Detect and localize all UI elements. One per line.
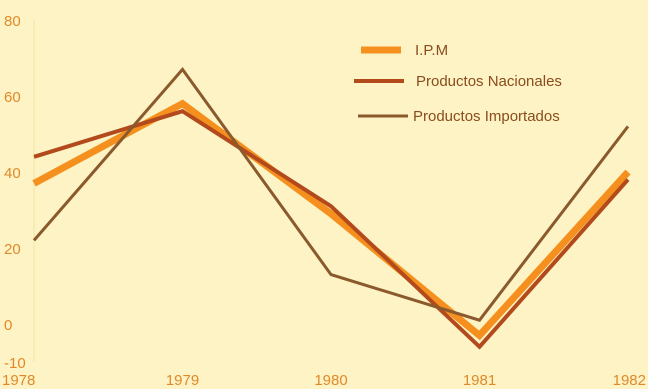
y-tick-label: 40 — [4, 165, 21, 182]
x-tick-label: 1979 — [166, 372, 199, 389]
series-lines — [32, 66, 631, 350]
legend-label-2: Productos Importados — [413, 108, 560, 125]
legend-label-0: I.P.M — [415, 42, 448, 59]
x-tick-label: 1978 — [2, 372, 35, 389]
series-line-2 — [32, 66, 630, 322]
legend-label-1: Productos Nacionales — [416, 73, 562, 90]
x-tick-label: 1980 — [314, 372, 347, 389]
y-tick-label: -10 — [4, 355, 26, 372]
y-tick-label: 80 — [4, 13, 21, 30]
y-tick-labels: -10 0 20 40 60 80 — [4, 13, 26, 372]
y-tick-label: 0 — [4, 317, 12, 334]
legend: I.P.M Productos Nacionales Productos Impor… — [354, 42, 562, 125]
x-tick-labels: 1978 1979 1980 1981 1982 — [2, 372, 646, 389]
y-tick-label: 20 — [4, 241, 21, 258]
x-tick-label: 1982 — [613, 372, 646, 389]
x-tick-label: 1981 — [463, 372, 496, 389]
series-line-0 — [32, 99, 631, 341]
y-tick-label: 60 — [4, 89, 21, 106]
